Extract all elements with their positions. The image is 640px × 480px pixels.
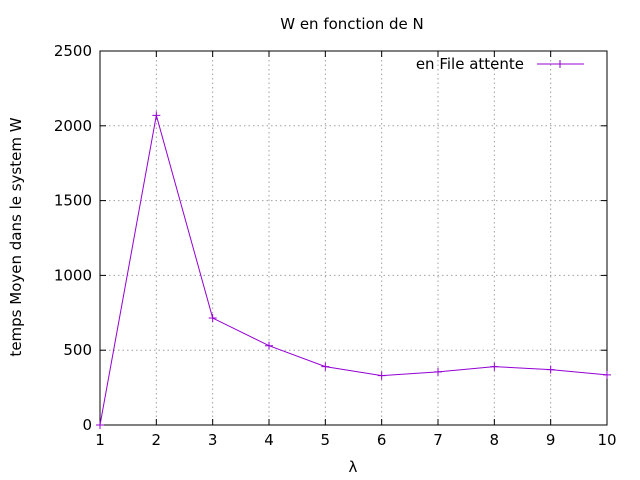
data-point-8 [490,362,499,371]
x-tick-label-9: 9 [546,431,556,449]
data-point-3 [208,314,217,323]
data-point-5 [321,362,330,371]
x-tick-label-8: 8 [490,431,500,449]
x-tick-label-7: 7 [433,431,443,449]
y-tick-label-2000: 2000 [54,117,92,135]
data-point-10 [603,370,611,379]
legend-label-en-file-attente: en File attente [416,55,524,73]
chart-title: W en fonction de N [280,15,424,33]
x-axis-label: λ [349,458,358,476]
x-tick-label-1: 1 [95,431,105,449]
y-tick-label-0: 0 [82,416,92,434]
x-tick-label-2: 2 [152,431,162,449]
x-tick-label-6: 6 [377,431,387,449]
x-tick-label-5: 5 [321,431,331,449]
data-point-7 [434,367,442,376]
x-tick-label-4: 4 [264,431,274,449]
x-axis-ticks: 1 2 3 4 5 6 7 8 9 10 [95,51,617,449]
y-tick-label-1000: 1000 [54,266,92,284]
data-point-9 [546,365,555,374]
y-axis-label: temps Moyen dans le system W [7,117,25,356]
plot-frame [99,50,608,426]
legend-marker-sample [556,60,564,68]
data-point-2 [152,111,161,120]
data-point-4 [265,341,273,350]
data-point-6 [377,371,386,380]
data-point-1 [96,421,104,429]
y-axis-ticks: 0 500 1000 1500 2000 2500 [54,42,607,434]
series-line-0 [99,115,608,426]
series-group [96,111,611,429]
y-tick-label-500: 500 [63,341,92,359]
x-tick-label-10: 10 [597,431,616,449]
y-tick-label-1500: 1500 [54,192,92,210]
y-tick-label-2500: 2500 [54,42,92,60]
x-tick-label-3: 3 [208,431,218,449]
legend: en File attente [416,55,584,73]
